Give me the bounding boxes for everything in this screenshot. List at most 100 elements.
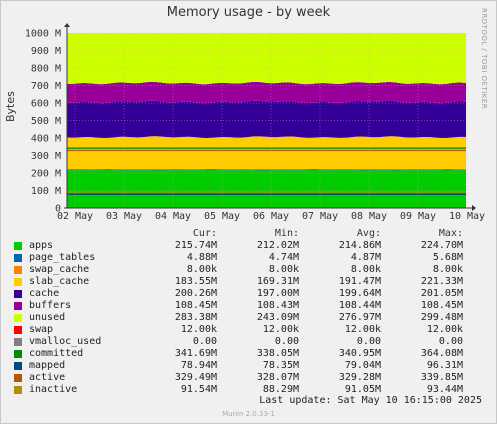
y-tick-label: 300 M [31,151,61,162]
legend-cur: 329.49M [174,372,217,383]
legend-label: buffers [29,300,72,311]
legend-row: apps 215.74M 212.02M 214.86M 224.70M [12,240,488,252]
x-tick-label: 08 May [351,211,387,222]
legend-max: 12.00k [426,324,463,335]
legend-avg: 4.87M [350,252,381,263]
legend-label: slab_cache [29,276,90,287]
legend-max: 0.00 [438,336,463,347]
y-axis-arrow [64,23,70,27]
legend-label: active [29,372,66,383]
legend-row: active 329.49M 328.07M 329.28M 339.85M [12,372,488,384]
legend-avg: 91.05M [344,384,381,395]
legend-avg: 8.00k [350,264,381,275]
legend-min: 169.31M [256,276,299,287]
legend-rows: apps 215.74M 212.02M 214.86M 224.70M page_tab… [12,240,488,396]
legend-swatch [14,314,22,322]
legend-avg: 340.95M [338,348,381,359]
area-buffers [67,81,466,104]
y-tick-label: 600 M [31,99,61,110]
legend-swatch [14,374,22,382]
legend-avg: 79.04M [344,360,381,371]
chart-title: Memory usage - by week [166,5,331,20]
legend-label: swap_cache [29,264,90,275]
area-apps [67,170,466,208]
legend-swatch [14,326,22,334]
legend-row: committed 341.69M 338.05M 340.95M 364.08M [12,348,488,360]
legend-table: Cur: Min: Avg: Max: apps 215.74M 212.02M 21… [12,228,488,396]
legend-min: 328.07M [256,372,299,383]
legend-cur: 4.88M [186,252,217,263]
legend-row: swap 12.00k 12.00k 12.00k 12.00k [12,324,488,336]
area-unused [67,33,466,85]
legend-label: inactive [29,384,78,395]
legend-swatch [14,290,22,298]
legend-cur: 341.69M [174,348,217,359]
legend-cur: 200.26M [174,288,217,299]
legend-max: 364.08M [420,348,463,359]
legend-label: mapped [29,360,66,371]
legend-max: 221.33M [420,276,463,287]
legend-min: 108.43M [256,300,299,311]
legend-label: committed [29,348,84,359]
legend-max: 339.85M [420,372,463,383]
legend-label: vmalloc_used [29,336,102,347]
legend-min: 338.05M [256,348,299,359]
legend-swatch [14,350,22,358]
legend-cur: 183.55M [174,276,217,287]
legend-min: 212.02M [256,240,299,251]
legend-cur: 215.74M [174,240,217,251]
legend-max: 5.68M [432,252,463,263]
legend-cur: 8.00k [186,264,217,275]
y-tick-label: 500 M [31,116,61,127]
legend-avg: 329.28M [338,372,381,383]
x-tick-label: 02 May [57,211,93,222]
legend-max: 224.70M [420,240,463,251]
legend-swatch [14,242,22,250]
legend-swatch [14,266,22,274]
legend-avg: 214.86M [338,240,381,251]
legend-row: vmalloc_used 0.00 0.00 0.00 0.00 [12,336,488,348]
legend-cur: 283.38M [174,312,217,323]
legend-label: cache [29,288,60,299]
legend-min: 12.00k [262,324,299,335]
legend-header-avg: Avg: [356,228,381,239]
legend-swatch [14,386,22,394]
area-cache [67,100,466,139]
legend-max: 96.31M [426,360,463,371]
x-tick-label: 07 May [302,211,338,222]
munin-version: Munin 2.0.33-1 [222,410,275,418]
legend-avg: 12.00k [344,324,381,335]
legend-swatch [14,338,22,346]
legend-swatch [14,362,22,370]
legend-label: page_tables [29,252,96,263]
legend-min: 0.00 [274,336,299,347]
legend-avg: 276.97M [338,312,381,323]
legend-cur: 12.00k [180,324,217,335]
y-tick-label: 400 M [31,134,61,145]
y-tick-label: 100 M [31,186,61,197]
x-tick-label: 10 May [449,211,485,222]
legend-label: swap [29,324,54,335]
legend-row: slab_cache 183.55M 169.31M 191.47M 221.33M [12,276,488,288]
legend-row: page_tables 4.88M 4.74M 4.87M 5.68M [12,252,488,264]
x-tick-label: 05 May [204,211,240,222]
legend-avg: 199.64M [338,288,381,299]
legend-header-max: Max: [438,228,463,239]
legend-avg: 191.47M [338,276,381,287]
legend-row: buffers 108.45M 108.43M 108.44M 108.45M [12,300,488,312]
legend-label: unused [29,312,66,323]
legend-row: unused 283.38M 243.09M 276.97M 299.48M [12,312,488,324]
y-tick-label: 0 [55,204,61,215]
legend-max: 93.44M [426,384,463,395]
legend-cur: 78.94M [180,360,217,371]
legend-header-min: Min: [274,228,299,239]
legend-avg: 0.00 [356,336,381,347]
last-update: Last update: Sat May 10 16:15:00 2025 [259,395,482,406]
legend-cur: 0.00 [192,336,217,347]
legend-row: inactive 91.54M 88.29M 91.05M 93.44M [12,384,488,396]
y-tick-label: 1000 M [25,29,61,40]
memory-area-chart: 0 100 M 200 M 300 M 400 M 500 M 600 M 700 M 800 … [25,23,485,222]
legend-min: 78.35M [262,360,299,371]
legend-min: 243.09M [256,312,299,323]
x-tick-label: 06 May [253,211,289,222]
